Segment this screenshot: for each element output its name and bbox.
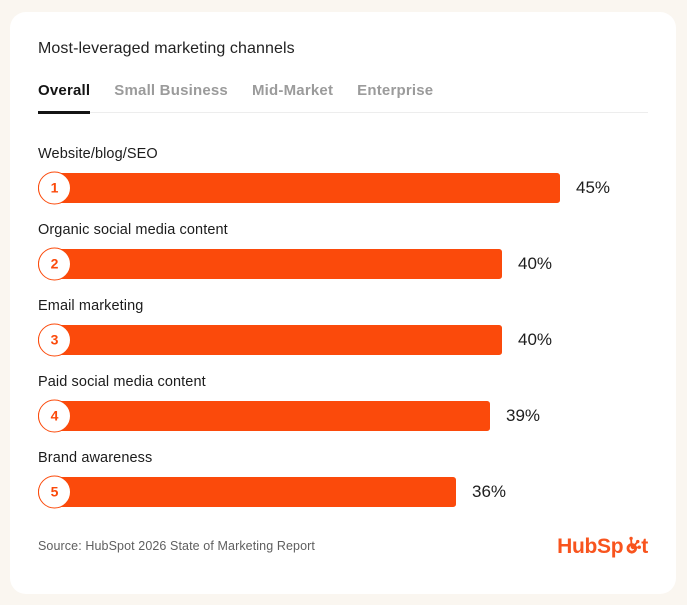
tab-mid-market[interactable]: Mid-Market [251, 82, 334, 99]
rank-badge: 3 [38, 323, 71, 356]
bar-category-label: Email marketing [38, 298, 144, 314]
rank-badge: 1 [38, 171, 71, 204]
logo-text-pre: HubSp [557, 534, 624, 558]
rank-badge: 4 [38, 399, 71, 432]
bar-category-label: Organic social media content [38, 222, 228, 238]
bar [38, 400, 490, 431]
chart-card: Most-leveraged marketing channels Overal… [10, 12, 676, 594]
bar-row: Paid social media content 4 39% [38, 373, 648, 432]
rank-number: 4 [50, 407, 59, 424]
bar-category-label: Website/blog/SEO [38, 146, 158, 162]
rank-number: 1 [50, 179, 59, 196]
bar-value-label: 40% [518, 329, 553, 349]
rank-number: 2 [50, 255, 59, 272]
bar-value-label: 36% [472, 481, 507, 501]
bar-row: Website/blog/SEO 1 45% [38, 145, 648, 204]
rank-badge: 5 [38, 475, 71, 508]
bar [38, 476, 456, 507]
bar-category-label: Paid social media content [38, 374, 206, 390]
bar-row: Brand awareness 5 36% [38, 449, 648, 508]
bar-value-label: 45% [576, 177, 611, 197]
bars-list: Website/blog/SEO 1 45% Organic social me… [38, 145, 648, 508]
rank-number: 3 [50, 331, 59, 348]
bar-track: 4 39% [38, 399, 648, 432]
bar-row: Email marketing 3 40% [38, 297, 648, 356]
bar-track: 1 45% [38, 171, 648, 204]
rank-badge: 2 [38, 247, 71, 280]
tab-small-business[interactable]: Small Business [114, 82, 228, 99]
bar-value-label: 39% [506, 405, 541, 425]
bar-track: 5 36% [38, 475, 648, 508]
tab-enterprise[interactable]: Enterprise [357, 82, 434, 99]
bar [38, 248, 502, 279]
hubspot-logo: HubSp t [557, 534, 648, 558]
chart-title: Most-leveraged marketing channels [38, 40, 295, 57]
bar [38, 324, 502, 355]
chart-footer: Source: HubSpot 2026 State of Marketing … [38, 534, 648, 558]
logo-text-post: t [641, 534, 648, 558]
bar-row: Organic social media content 2 40% [38, 221, 648, 280]
segment-tabs: Overall Small Business Mid-Market Enterpris… [38, 82, 648, 114]
hubspot-sprocket-icon [626, 536, 642, 554]
bar-track: 2 40% [38, 247, 648, 280]
tab-overall[interactable]: Overall [38, 82, 91, 114]
rank-number: 5 [50, 483, 59, 500]
bar [38, 172, 560, 203]
bar-value-label: 40% [518, 253, 553, 273]
bar-track: 3 40% [38, 323, 648, 356]
source-note: Source: HubSpot 2026 State of Marketing … [38, 539, 315, 553]
bar-category-label: Brand awareness [38, 450, 153, 466]
